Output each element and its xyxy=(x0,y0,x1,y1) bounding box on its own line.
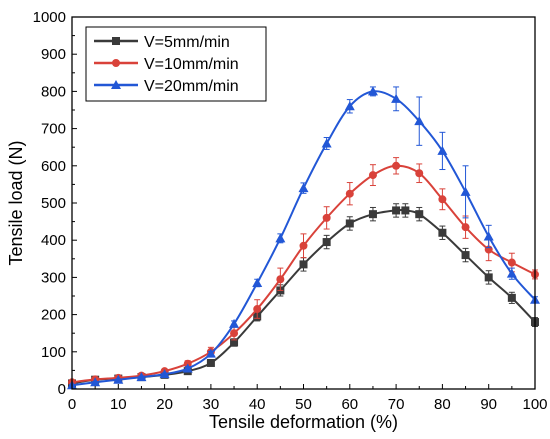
legend-swatch-marker xyxy=(112,59,120,67)
data-point xyxy=(275,233,286,243)
data-point xyxy=(182,363,193,373)
x-tick-label: 70 xyxy=(388,396,405,413)
data-point xyxy=(506,268,517,278)
y-tick-label: 600 xyxy=(41,158,66,175)
data-point xyxy=(230,329,239,338)
x-tick-label: 50 xyxy=(295,396,312,413)
y-tick-label: 300 xyxy=(41,269,66,286)
data-point xyxy=(414,116,425,126)
data-point xyxy=(322,213,331,222)
data-point xyxy=(507,293,516,302)
data-point xyxy=(415,210,424,219)
data-point xyxy=(460,186,471,196)
series-layer xyxy=(67,86,540,390)
data-point xyxy=(507,258,516,267)
data-point xyxy=(113,374,124,384)
data-point xyxy=(437,145,448,155)
data-point xyxy=(298,183,309,193)
data-point xyxy=(206,358,215,367)
y-tick-label: 900 xyxy=(41,46,66,63)
data-point xyxy=(392,206,401,215)
y-tick-label: 200 xyxy=(41,307,66,324)
data-point xyxy=(483,231,494,241)
data-point xyxy=(392,161,401,170)
x-tick-label: 90 xyxy=(480,396,497,413)
data-point xyxy=(159,369,170,379)
data-point xyxy=(401,206,410,215)
legend-swatch-marker xyxy=(112,37,120,45)
data-point xyxy=(438,228,447,237)
data-point xyxy=(322,238,331,247)
legend-swatch-marker xyxy=(111,80,121,89)
y-tick-label: 100 xyxy=(41,344,66,361)
data-point xyxy=(299,260,308,269)
data-point xyxy=(345,189,354,198)
data-point xyxy=(229,318,240,328)
y-tick-label: 500 xyxy=(41,195,66,212)
legend: V=5mm/min V=10mm/min V=20mm/min xyxy=(85,26,267,102)
data-point xyxy=(252,277,263,287)
x-tick-label: 20 xyxy=(156,396,173,413)
data-point xyxy=(90,377,101,387)
legend-label: V=5mm/min xyxy=(144,34,230,51)
data-point xyxy=(367,86,378,96)
data-point xyxy=(321,138,332,148)
data-point xyxy=(368,171,377,180)
y-axis-title: Tensile load (N) xyxy=(6,140,26,265)
y-tick-label: 0 xyxy=(58,381,66,398)
y-tick-label: 1000 xyxy=(33,9,66,26)
data-point xyxy=(205,348,216,358)
x-axis-title: Tensile deformation (%) xyxy=(209,412,398,432)
data-point xyxy=(344,101,355,111)
data-point xyxy=(136,372,147,382)
data-point xyxy=(368,210,377,219)
series-triangle xyxy=(67,86,540,390)
x-tick-label: 10 xyxy=(110,396,127,413)
data-point xyxy=(461,223,470,232)
y-tick-label: 400 xyxy=(41,232,66,249)
data-point xyxy=(230,338,239,347)
data-point xyxy=(461,251,470,260)
legend-label: V=10mm/min xyxy=(144,56,239,73)
x-tick-label: 0 xyxy=(68,396,76,413)
axes: 0 10 20 30 40 50 60 70 80 90 100010020030040050060… xyxy=(33,9,548,413)
x-tick-label: 30 xyxy=(203,396,220,413)
x-tick-label: 60 xyxy=(341,396,358,413)
x-tick-label: 100 xyxy=(522,396,547,413)
data-point xyxy=(299,241,308,250)
y-tick-label: 800 xyxy=(41,83,66,100)
data-point xyxy=(438,195,447,204)
legend-label: V=20mm/min xyxy=(144,78,239,95)
data-point xyxy=(253,305,262,314)
data-point xyxy=(415,169,424,178)
data-point xyxy=(276,275,285,284)
x-tick-label: 40 xyxy=(249,396,266,413)
data-point xyxy=(345,219,354,228)
x-tick-label: 80 xyxy=(434,396,451,413)
data-point xyxy=(391,93,402,103)
data-point xyxy=(484,273,493,282)
y-tick-label: 700 xyxy=(41,121,66,138)
